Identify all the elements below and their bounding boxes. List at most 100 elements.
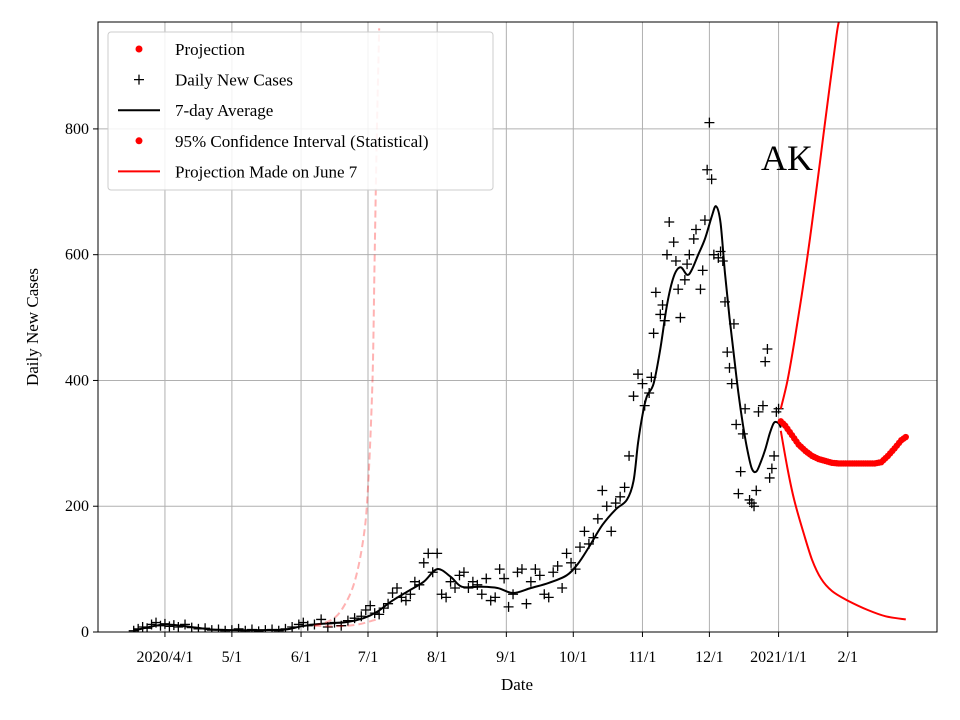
y-tick-label: 400 bbox=[65, 372, 89, 389]
daily-new-cases-point bbox=[579, 526, 590, 537]
x-tick-label: 7/1 bbox=[358, 649, 378, 666]
daily-new-cases-point bbox=[722, 347, 733, 358]
daily-new-cases-point bbox=[615, 491, 626, 502]
95-confidence-interval-statistical-line bbox=[779, 430, 906, 621]
x-tick-label: 12/1 bbox=[695, 649, 723, 666]
daily-new-cases-point bbox=[662, 249, 673, 260]
y-tick-label: 800 bbox=[65, 121, 89, 138]
daily-new-cases-point bbox=[731, 419, 742, 430]
daily-new-cases-point bbox=[365, 600, 376, 611]
daily-new-cases-point bbox=[458, 567, 469, 578]
daily-new-cases-point bbox=[476, 589, 487, 600]
daily-new-cases-point bbox=[749, 501, 760, 512]
daily-new-cases-point bbox=[733, 488, 744, 499]
daily-new-cases-point bbox=[530, 564, 541, 575]
legend-label: Daily New Cases bbox=[175, 71, 293, 90]
daily-new-cases-point bbox=[525, 576, 536, 587]
daily-new-cases-point bbox=[508, 589, 519, 600]
daily-new-cases-point bbox=[673, 284, 684, 295]
daily-new-cases-point bbox=[392, 582, 403, 593]
daily-new-cases-point bbox=[628, 391, 639, 402]
daily-new-cases-point bbox=[706, 174, 717, 185]
daily-new-cases-point bbox=[753, 406, 764, 417]
daily-new-cases-point bbox=[737, 428, 748, 439]
y-tick-label: 600 bbox=[65, 247, 89, 264]
daily-new-cases-point bbox=[679, 274, 690, 285]
daily-new-cases-point bbox=[650, 287, 661, 298]
legend: Projection Daily New Cases 7-day Average 95… bbox=[107, 31, 494, 191]
daily-new-cases-point bbox=[499, 573, 510, 584]
legend-label: Projection Made on June 7 bbox=[175, 162, 358, 181]
daily-new-cases-point bbox=[521, 598, 532, 609]
daily-new-cases-point bbox=[757, 400, 768, 411]
x-tick-label: 5/1 bbox=[222, 649, 242, 666]
daily-new-cases-point bbox=[606, 526, 617, 537]
daily-new-cases-point bbox=[675, 312, 686, 323]
daily-new-cases-point bbox=[552, 560, 563, 571]
daily-new-cases-point bbox=[724, 362, 735, 373]
95-confidence-interval-statistical-line bbox=[779, 22, 840, 410]
plot-frame bbox=[97, 21, 938, 633]
legend-plus-marker bbox=[134, 74, 144, 85]
x-tick-label: 6/1 bbox=[291, 649, 311, 666]
daily-new-cases-point bbox=[762, 344, 773, 355]
daily-new-cases-point bbox=[704, 117, 715, 128]
daily-new-cases-point bbox=[557, 582, 568, 593]
state-annotation: AK bbox=[761, 138, 813, 178]
daily-new-cases-point bbox=[726, 378, 737, 389]
projection-point bbox=[902, 433, 909, 441]
legend-label: 95% Confidence Interval (Statistical) bbox=[175, 132, 429, 151]
x-axis-label: Date bbox=[501, 675, 533, 694]
daily-new-cases-point bbox=[637, 378, 648, 389]
daily-new-cases-point bbox=[648, 328, 659, 339]
daily-new-cases-point bbox=[655, 309, 666, 320]
daily-new-cases-point bbox=[699, 215, 710, 226]
legend-dot-marker bbox=[135, 45, 143, 53]
x-tick-label: 9/1 bbox=[496, 649, 516, 666]
daily-new-cases-point bbox=[695, 284, 706, 295]
daily-new-cases-point bbox=[619, 482, 630, 493]
daily-new-cases-point bbox=[387, 588, 398, 599]
daily-new-cases-point bbox=[624, 450, 635, 461]
daily-new-cases-point bbox=[691, 224, 702, 235]
daily-new-cases-point bbox=[760, 356, 771, 367]
daily-new-cases-point bbox=[574, 542, 585, 553]
daily-new-cases-point bbox=[146, 619, 157, 630]
daily-new-cases-point bbox=[173, 621, 184, 632]
daily-new-cases-point bbox=[233, 623, 244, 632]
legend-label: 7-day Average bbox=[175, 101, 273, 120]
x-tick-label: 2021/1/1 bbox=[750, 649, 807, 666]
daily-new-cases-point bbox=[740, 403, 751, 414]
daily-new-cases-point bbox=[688, 233, 699, 244]
7-day-average-line bbox=[133, 205, 782, 632]
daily-new-cases-point bbox=[697, 265, 708, 276]
daily-new-cases-point bbox=[400, 595, 411, 606]
daily-new-cases-point bbox=[503, 601, 514, 612]
daily-new-cases-point bbox=[601, 501, 612, 512]
daily-new-cases-point bbox=[668, 237, 679, 248]
daily-new-cases-point bbox=[664, 216, 675, 227]
y-tick-label: 200 bbox=[65, 498, 89, 515]
x-axis-ticks: 2020/4/1 5/1 6/1 7/1 8/1 9/1 10/1 11/1 12/1 2021/… bbox=[136, 632, 858, 666]
daily-new-cases-point bbox=[164, 621, 175, 632]
daily-new-cases-point bbox=[441, 592, 452, 603]
daily-new-cases-point bbox=[751, 485, 762, 496]
daily-new-cases-point bbox=[702, 164, 713, 175]
x-tick-label: 2020/4/1 bbox=[136, 649, 193, 666]
daily-new-cases-point bbox=[432, 548, 443, 559]
daily-new-cases-point bbox=[684, 249, 695, 260]
x-tick-label: 11/1 bbox=[629, 649, 657, 666]
daily-new-cases-point bbox=[516, 564, 527, 575]
daily-new-cases-point bbox=[773, 403, 784, 414]
daily-new-cases-point bbox=[253, 626, 264, 632]
daily-new-cases-point bbox=[180, 619, 191, 630]
legend-dot-marker bbox=[135, 137, 143, 145]
daily-new-cases-point bbox=[561, 548, 572, 559]
daily-new-cases-point bbox=[423, 548, 434, 559]
daily-new-cases-point bbox=[657, 299, 668, 310]
daily-new-cases-point bbox=[682, 259, 693, 270]
legend-box bbox=[107, 31, 494, 191]
y-axis-label: Daily New Cases bbox=[23, 268, 42, 386]
daily-new-cases-point bbox=[548, 567, 559, 578]
